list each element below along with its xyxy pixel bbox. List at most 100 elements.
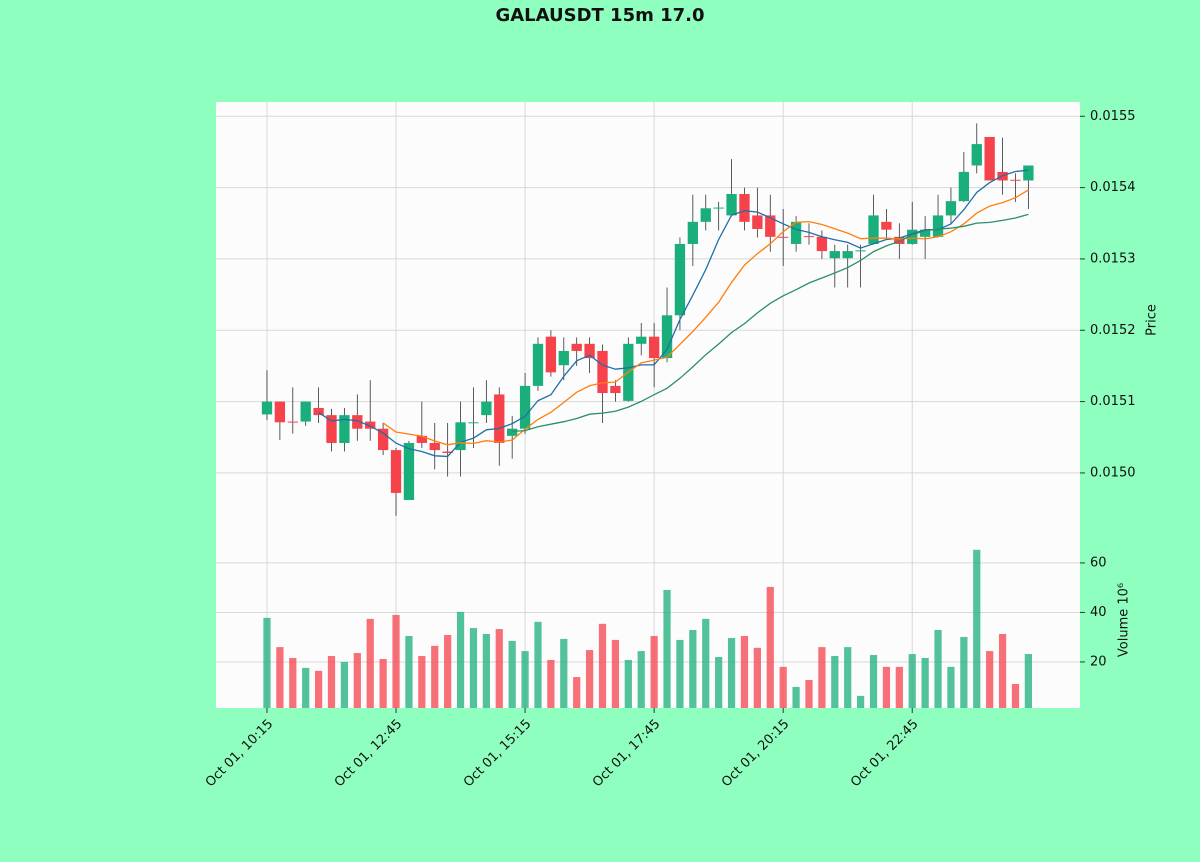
volume-bar: [392, 614, 400, 708]
volume-bar: [766, 586, 774, 708]
volume-bar: [353, 653, 361, 708]
x-tick-label: Oct 01, 17:45: [590, 717, 663, 790]
volume-bar: [947, 666, 955, 708]
volume-axis-label: Volume 10⁶: [1117, 583, 1132, 657]
volume-bar: [585, 650, 594, 708]
candle-body: [894, 236, 905, 244]
moving-average: [382, 189, 1029, 446]
candle-body: [907, 229, 918, 244]
volume-bar: [844, 647, 852, 708]
volume-bar: [727, 637, 736, 708]
volume-bar: [805, 680, 813, 708]
volume-bar: [663, 589, 671, 708]
candle-body: [661, 315, 673, 359]
candle-body: [636, 336, 647, 344]
volume-bar: [418, 656, 426, 708]
volume-bar: [379, 658, 387, 708]
volume-bar: [689, 630, 697, 708]
volume-bar: [779, 666, 787, 708]
volume-bar: [986, 651, 994, 708]
candle-body: [932, 215, 944, 237]
candle-body: [610, 385, 621, 394]
volume-bar: [715, 657, 723, 708]
x-tick-label: Oct 01, 15:15: [461, 717, 534, 790]
candle-body: [287, 421, 298, 423]
candle-body: [377, 428, 389, 451]
plot-area: [216, 102, 1080, 708]
volume-bar: [740, 635, 749, 708]
volume-bar: [792, 686, 800, 708]
volume-bar: [547, 659, 555, 708]
y-tick-label: 0.0155: [1090, 109, 1136, 124]
y-tick-label: 0.0152: [1090, 323, 1136, 338]
candle-body: [365, 421, 376, 429]
candle-body: [958, 171, 970, 202]
x-tick-label: Oct 01, 22:45: [848, 717, 921, 790]
volume-bar: [1024, 654, 1032, 708]
volume-bar: [366, 618, 374, 708]
volume-bar: [521, 651, 529, 708]
volume-bar: [676, 639, 684, 708]
candle-body: [468, 422, 479, 424]
volume-bar: [650, 635, 658, 708]
candle-body: [352, 415, 363, 429]
candle-body: [713, 207, 724, 209]
candle-body: [855, 250, 866, 252]
volume-bar: [534, 621, 542, 708]
candle-body: [532, 343, 544, 386]
volume-bar: [818, 647, 826, 708]
candle-body: [1023, 165, 1034, 181]
candle-body: [816, 236, 828, 252]
candle-body: [726, 194, 737, 216]
volume-bar: [960, 636, 968, 708]
volume-bar: [444, 634, 452, 708]
y-tick-label: 0.0153: [1090, 251, 1136, 266]
candle-body: [584, 343, 595, 359]
volume-bar: [573, 677, 581, 708]
candle-body: [416, 435, 427, 443]
candle-body: [597, 350, 608, 394]
candle-body: [765, 215, 776, 237]
candle-body: [752, 215, 763, 229]
x-tick-label: Oct 01, 12:45: [332, 717, 405, 790]
candle-body: [339, 415, 350, 443]
volume-bar: [998, 633, 1007, 708]
x-tick-label: Oct 01, 10:15: [203, 717, 276, 790]
candle-body: [829, 251, 840, 259]
volume-bar: [753, 647, 761, 708]
candle-body: [481, 401, 492, 416]
candle-body: [390, 450, 402, 493]
volume-bar: [856, 695, 865, 708]
candle-body: [687, 221, 699, 244]
volume-bar: [469, 628, 478, 708]
candle-body: [803, 236, 815, 238]
volume-bar: [702, 618, 710, 708]
candle-body: [274, 401, 286, 423]
candle-body: [971, 144, 982, 166]
volume-bar: [405, 635, 413, 708]
candle-body: [842, 251, 853, 259]
volume-bar: [1011, 683, 1020, 708]
volume-bar: [263, 617, 271, 708]
y-tick-label: 0.0150: [1090, 465, 1136, 480]
candle-body: [778, 236, 789, 238]
moving-average: [318, 169, 1029, 458]
volume-tick-label: 20: [1090, 654, 1107, 669]
candle-body: [868, 215, 879, 244]
candle-body: [300, 401, 311, 422]
volume-bar: [456, 611, 465, 708]
candle-body: [494, 394, 505, 443]
volume-tick-label: 60: [1090, 555, 1107, 570]
candle-body: [519, 385, 531, 429]
volume-bar: [611, 639, 620, 708]
x-tick-label: Oct 01, 20:15: [719, 717, 792, 790]
candle-body: [326, 415, 337, 443]
candle-body: [442, 451, 453, 453]
y-tick-label: 0.0151: [1090, 394, 1136, 409]
volume-bar: [598, 623, 607, 708]
candle-body: [739, 194, 750, 222]
candle-body: [984, 136, 995, 181]
volume-bar: [508, 640, 516, 708]
candle-body: [403, 442, 415, 501]
